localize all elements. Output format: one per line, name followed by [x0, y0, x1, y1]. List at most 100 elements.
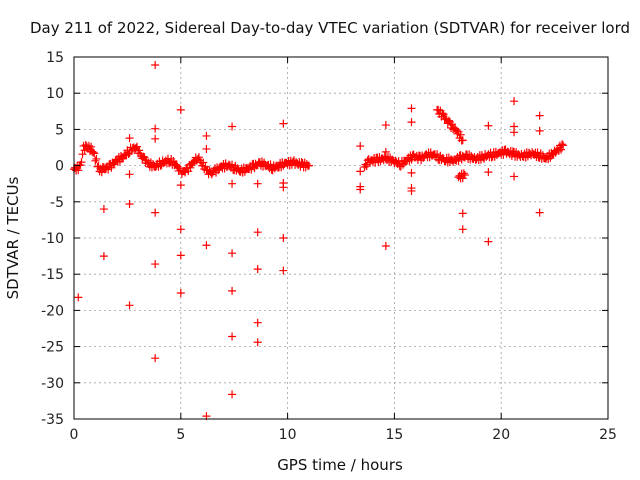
outlier-marker [510, 128, 519, 137]
trend-marker [199, 158, 208, 167]
x-tick-label: 20 [492, 427, 510, 443]
outlier-marker [176, 251, 185, 260]
x-tick-label: 0 [70, 427, 79, 443]
x-axis-label: GPS time / hours [277, 456, 403, 474]
y-tick-label: -5 [50, 195, 64, 211]
trend-segment-4 [454, 169, 469, 183]
outlier-marker [202, 131, 211, 140]
x-tick-label: 5 [176, 427, 185, 443]
outlier-marker [176, 225, 185, 234]
outlier-marker [125, 134, 134, 143]
outlier-marker [151, 354, 160, 363]
trend-marker [77, 158, 86, 167]
trend-segment-3 [433, 105, 467, 145]
outlier-marker [356, 185, 365, 194]
outlier-marker [202, 144, 211, 153]
outlier-marker [279, 119, 288, 128]
trend-segment-1 [70, 140, 313, 179]
trend-marker [558, 140, 567, 149]
outlier-marker [176, 105, 185, 114]
outlier-marker [356, 167, 365, 176]
outlier-marker [381, 241, 390, 250]
outlier-marker [74, 293, 83, 302]
outlier-marker [407, 118, 416, 127]
y-tick-label: -25 [41, 340, 64, 356]
y-tick-label: -35 [41, 412, 64, 428]
outlier-marker [381, 147, 390, 156]
trend-segment-2 [360, 140, 568, 172]
outlier-marker [125, 199, 134, 208]
outlier-marker [228, 122, 237, 131]
outlier-marker [176, 289, 185, 298]
outlier-marker [228, 179, 237, 188]
outlier-marker [458, 209, 467, 218]
outlier-marker [99, 252, 108, 261]
outlier-marker [407, 186, 416, 195]
outlier-marker [151, 134, 160, 143]
trend-marker [438, 109, 447, 118]
y-tick-label: -30 [41, 376, 64, 392]
outlier-marker [125, 301, 134, 310]
outlier-marker [510, 172, 519, 181]
outlier-marker [484, 121, 493, 130]
outlier-marker [279, 234, 288, 242]
trend-marker [89, 148, 98, 157]
outlier-marker [510, 97, 519, 106]
data-markers [70, 60, 568, 421]
outlier-marker [253, 318, 262, 327]
trend-marker [439, 110, 448, 119]
trend-marker [459, 169, 468, 178]
outlier-marker [151, 124, 160, 133]
trend-marker [78, 150, 87, 159]
outlier-marker [458, 225, 467, 234]
y-tick-label: 5 [55, 122, 64, 138]
trend-marker [135, 146, 144, 155]
outlier-marker [176, 181, 185, 190]
trend-marker [186, 163, 195, 172]
trend-marker [456, 130, 465, 139]
outlier-marker [99, 205, 108, 214]
trend-marker [557, 145, 566, 154]
trend-marker [90, 149, 99, 158]
y-tick-label: 15 [46, 50, 64, 66]
outlier-marker [535, 208, 544, 217]
outlier-marker [151, 208, 160, 217]
trend-marker [87, 142, 96, 151]
outlier-marker [151, 260, 160, 269]
outlier-marker [228, 332, 237, 341]
outlier-marker [125, 170, 134, 179]
outlier-marker [253, 338, 262, 347]
trend-marker [304, 161, 313, 170]
x-tick-label: 15 [385, 427, 403, 443]
outlier-marker [535, 126, 544, 135]
y-axis-label: SDTVAR / TECUs [4, 176, 22, 299]
outlier-marker [253, 179, 262, 188]
outlier-marker [484, 237, 493, 246]
trend-marker [460, 171, 469, 180]
outlier-marker [484, 168, 493, 177]
outlier-marker [151, 60, 160, 69]
x-tick-label: 10 [279, 427, 297, 443]
y-tick-label: -10 [41, 231, 64, 247]
outlier-marker [228, 249, 237, 258]
trend-marker [109, 160, 118, 169]
outlier-marker [356, 142, 365, 151]
trend-marker [74, 166, 83, 175]
chart-title: Day 211 of 2022, Sidereal Day-to-day VTE… [30, 19, 630, 37]
outlier-marker [228, 286, 237, 295]
y-tick-label: 0 [55, 159, 64, 175]
grid-lines [74, 57, 608, 419]
outlier-marker [228, 390, 237, 399]
y-tick-label: 10 [46, 86, 64, 102]
outlier-marker [279, 183, 288, 192]
trend-marker [559, 141, 568, 150]
x-tick-label: 25 [599, 427, 617, 443]
trend-marker [139, 152, 148, 161]
y-tick-label: -20 [41, 303, 64, 319]
outlier-markers [74, 60, 544, 421]
outlier-marker [253, 228, 262, 237]
trend-marker [91, 156, 100, 165]
outlier-marker [279, 266, 288, 275]
outlier-marker [407, 168, 416, 177]
